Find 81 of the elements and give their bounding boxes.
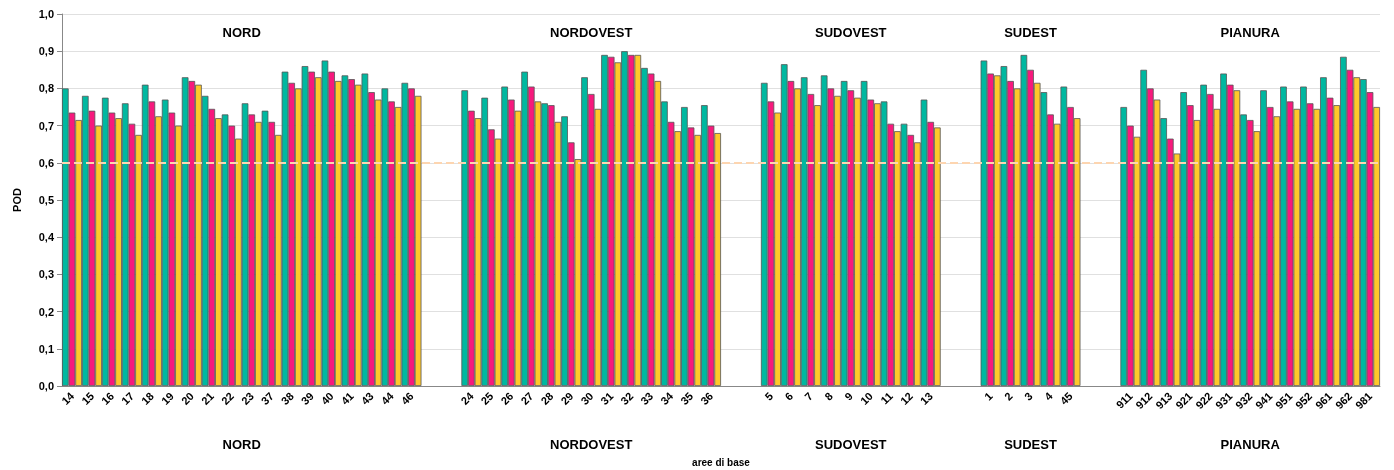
- x-tick-label: 36: [698, 389, 716, 407]
- x-tick-label: 15: [79, 389, 97, 407]
- annotation: NORDOVEST: [550, 24, 633, 40]
- x-tick-label: 32: [618, 389, 636, 407]
- x-tick-label: 35: [678, 389, 696, 407]
- y-tick-label: 0,6: [38, 156, 54, 169]
- y-tick-label: 0,4: [38, 231, 55, 244]
- x-tick-label: 13: [917, 389, 935, 407]
- x-tick-label: 12: [897, 389, 915, 407]
- annotation: SUDOVEST: [815, 24, 887, 40]
- y-tick-label: 0,0: [38, 380, 54, 392]
- x-tick-label: 4: [1041, 389, 1056, 403]
- x-tick-label: 22: [218, 389, 236, 407]
- y-tick-label: 0,7: [38, 119, 54, 132]
- x-tick-label: 16: [99, 389, 117, 407]
- x-tick-label: 913: [1153, 389, 1175, 412]
- y-tick-label: 0,2: [38, 305, 54, 318]
- x-tick-label: 19: [158, 389, 177, 407]
- x-tick-label: 7: [802, 389, 816, 403]
- x-tick-label: 8: [822, 389, 836, 403]
- x-tick-label: 11: [878, 389, 895, 407]
- x-tick-label: 922: [1193, 389, 1215, 412]
- x-tick-label: 40: [318, 389, 336, 407]
- x-tick-label: 18: [138, 389, 157, 407]
- x-tick-label: 912: [1133, 389, 1155, 412]
- x-tick-label: 9: [842, 389, 856, 403]
- x-tick-label: 2: [1002, 389, 1015, 403]
- x-tick-label: 981: [1352, 389, 1375, 412]
- x-tick-label: 27: [518, 389, 536, 407]
- annotation: NORD: [222, 24, 261, 40]
- text: SUDOVEST: [815, 436, 887, 452]
- x-tick-label: 3: [1021, 389, 1035, 403]
- x-tick-label: 28: [538, 389, 556, 407]
- x-tick-label: 29: [558, 389, 576, 407]
- x-tick-label: 23: [238, 389, 256, 407]
- x-tick-label: 26: [498, 389, 516, 407]
- x-tick-label: 941: [1252, 389, 1275, 412]
- x-tick-label: 911: [1113, 389, 1135, 411]
- x-tick-label: 43: [358, 389, 376, 407]
- text: NORDOVEST: [550, 436, 633, 452]
- x-tick-label: 46: [398, 389, 416, 407]
- x-tick-label: 5: [762, 389, 776, 403]
- y-tick-label: 0,9: [38, 45, 54, 58]
- x-tick-label: 41: [338, 389, 356, 407]
- text: PIANURA: [1220, 436, 1281, 452]
- x-tick-label: 6: [782, 389, 796, 403]
- x-tick-label: 952: [1292, 389, 1315, 412]
- x-tick-label: 962: [1332, 389, 1355, 412]
- annotation: SUDEST: [1004, 24, 1057, 40]
- x-tick-label: 961: [1312, 389, 1335, 412]
- x-tick-label: 932: [1232, 389, 1255, 412]
- x-tick-label: 25: [478, 389, 496, 407]
- x-tick-label: 33: [638, 389, 656, 407]
- x-tick-label: 1: [982, 389, 995, 403]
- x-tick-label: 921: [1173, 389, 1195, 412]
- x-tick-label: 39: [298, 389, 316, 407]
- x-tick-label: 21: [198, 389, 217, 407]
- x-tick-label: 931: [1213, 389, 1235, 412]
- annotation: PIANURA: [1220, 24, 1281, 40]
- y-tick-label: 0,5: [38, 194, 54, 206]
- y-tick-label: 0,3: [38, 268, 54, 281]
- y-tick-label: 1,0: [38, 8, 54, 20]
- x-tick-label: 17: [119, 389, 137, 407]
- x-tick-label: 951: [1272, 389, 1295, 412]
- x-tick-label: 10: [857, 389, 876, 407]
- x-tick-label: 45: [1057, 389, 1075, 407]
- x-tick-label: 37: [258, 389, 276, 407]
- x-tick-label: 44: [378, 389, 397, 407]
- x-tick-label: 38: [278, 389, 296, 407]
- x-axis-title: aree di base: [692, 456, 751, 468]
- x-tick-label: 20: [178, 389, 197, 407]
- x-tick-label: 30: [578, 389, 596, 407]
- x-tick-label: 31: [598, 389, 616, 407]
- y-axis-title: POD: [10, 188, 23, 212]
- y-tick-label: 0,8: [38, 82, 54, 95]
- y-tick-label: 0,1: [38, 342, 54, 355]
- x-tick-label: 14: [59, 389, 77, 407]
- x-tick-label: 24: [458, 389, 477, 407]
- x-tick-label: 34: [658, 389, 676, 407]
- text: NORD: [222, 436, 261, 452]
- text: SUDEST: [1004, 436, 1057, 452]
